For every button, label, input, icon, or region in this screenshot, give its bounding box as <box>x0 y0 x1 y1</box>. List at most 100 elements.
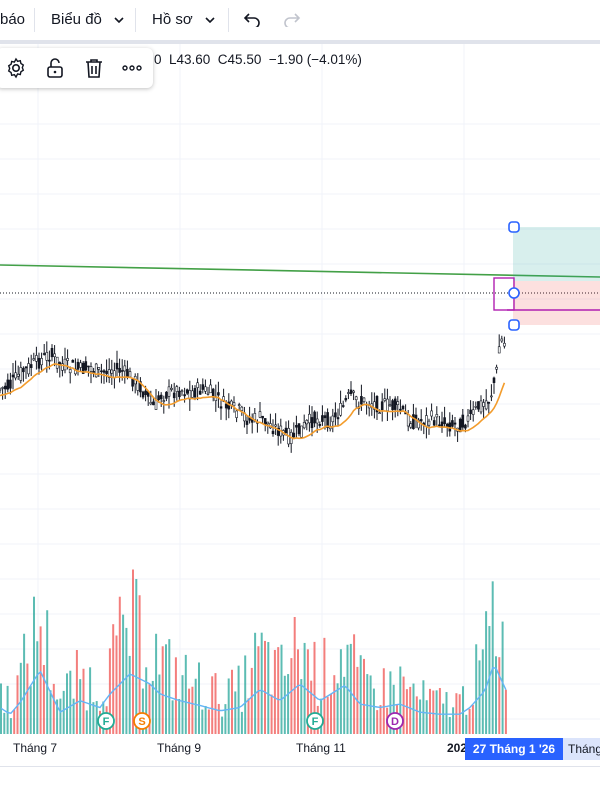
volume-bar <box>376 710 379 734</box>
candle-body <box>261 415 264 419</box>
volume-bar <box>165 644 167 734</box>
volume-bar <box>118 596 121 734</box>
time-axis[interactable]: Tháng 7 Tháng 9 Tháng 11 202 <box>0 735 600 765</box>
volume-bar <box>465 714 468 734</box>
volume-bar <box>425 700 428 734</box>
candle-body <box>458 418 462 433</box>
candle-body <box>326 412 329 428</box>
candle-body <box>123 365 127 372</box>
volume-bar <box>194 678 197 734</box>
event-marker-letter: F <box>103 716 110 728</box>
candle-body <box>128 371 132 378</box>
event-marker[interactable]: S <box>133 712 151 730</box>
candle-body <box>253 413 257 420</box>
event-marker[interactable]: F <box>306 712 324 730</box>
candle-body <box>401 405 405 410</box>
candle-body <box>284 427 288 434</box>
candle-body <box>9 379 12 389</box>
candle-body <box>352 390 355 393</box>
x-axis-label: Tháng 11 <box>296 741 346 755</box>
volume-bar <box>369 675 372 734</box>
candle-body <box>448 422 452 432</box>
candle-body <box>435 414 439 418</box>
trash-icon[interactable] <box>82 56 106 80</box>
gear-icon[interactable] <box>4 56 28 80</box>
volume-bar <box>211 676 214 734</box>
candle-body <box>347 392 350 394</box>
volume-bar <box>39 626 42 734</box>
x-axis-label: Tháng 7 <box>13 741 58 755</box>
candle-body <box>427 420 431 426</box>
candle-body <box>391 400 394 411</box>
event-marker[interactable]: D <box>386 712 404 730</box>
candle-body <box>503 342 506 347</box>
candle-body <box>375 396 379 413</box>
volume-bar <box>491 581 494 734</box>
candle-body <box>165 391 168 399</box>
volume-bar <box>336 683 339 734</box>
event-marker[interactable]: F <box>97 712 115 730</box>
volume-bar <box>148 684 151 734</box>
volume-bar <box>498 657 501 734</box>
candle-body <box>230 400 233 406</box>
candle-body <box>484 400 488 410</box>
volume-bar <box>481 649 484 734</box>
volume-bar <box>69 670 72 734</box>
volume-bar <box>42 665 45 734</box>
volume-bar <box>333 675 336 734</box>
undo-icon[interactable] <box>243 11 261 27</box>
candle-body <box>451 420 454 427</box>
candle-body <box>474 406 478 408</box>
more-options-icon[interactable] <box>120 56 144 80</box>
toolbar-separator <box>135 8 136 32</box>
candle-body <box>76 361 80 370</box>
candle-body <box>453 422 457 425</box>
candle-body <box>180 390 184 393</box>
crosshair-date-label: 27 Tháng 1 '26 <box>465 738 563 760</box>
volume-bar <box>217 703 220 734</box>
chart-menu-label: Biểu đồ <box>51 11 102 28</box>
volume-bar <box>174 657 177 734</box>
volume-bar <box>323 637 326 734</box>
volume-bar <box>254 632 257 734</box>
volume-bar <box>432 690 435 734</box>
volume-bar <box>168 639 171 734</box>
candle-body <box>126 368 129 378</box>
volume-bar <box>204 705 207 734</box>
volume-bar <box>488 626 491 734</box>
candle-body <box>477 401 480 410</box>
candle-body <box>22 368 25 373</box>
volume-bar <box>468 708 471 734</box>
volume-bar <box>56 699 59 734</box>
candle-body <box>490 395 493 398</box>
volume-bar <box>475 644 478 734</box>
volume-bar <box>448 716 451 734</box>
volume-bar <box>33 596 35 734</box>
volume-bar <box>343 676 346 734</box>
candle-body <box>425 415 428 427</box>
candle-body <box>120 370 124 372</box>
candle-body <box>274 424 277 427</box>
candle-body <box>3 385 7 390</box>
toolbar-item-report[interactable]: báo <box>0 11 26 28</box>
volume-bar <box>330 693 332 734</box>
candle-body <box>461 414 465 428</box>
candle-body <box>139 381 142 393</box>
candle-body <box>344 398 348 401</box>
candle-body <box>495 366 498 370</box>
event-marker-circle <box>133 712 151 730</box>
volume-bar <box>495 656 497 734</box>
toolbar-profile-menu[interactable]: Hồ sơ <box>152 0 215 40</box>
candle-body <box>300 425 303 438</box>
volume-bar <box>62 690 65 734</box>
volume-bar <box>23 633 26 734</box>
candle-body <box>209 384 212 394</box>
candle-body <box>185 389 189 394</box>
unlock-icon[interactable] <box>43 56 67 80</box>
candle-body <box>354 396 358 401</box>
candle-body <box>295 425 298 428</box>
toolbar-chart-menu[interactable]: Biểu đồ <box>51 0 124 40</box>
candle-body <box>482 402 485 407</box>
redo-icon[interactable] <box>283 11 301 27</box>
